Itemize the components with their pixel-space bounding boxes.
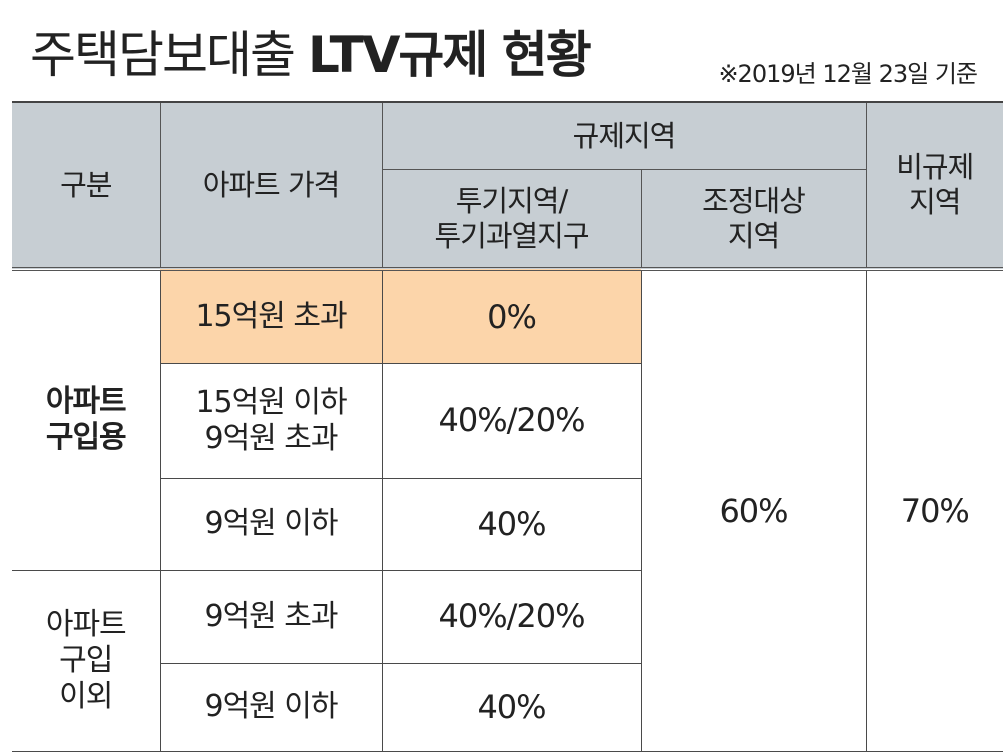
header-category: 구분 <box>12 101 161 271</box>
ltv-speculative-cell: 40%/20% <box>381 569 642 664</box>
header-adjusted-area: 조정대상 지역 <box>640 169 867 271</box>
ltv-speculative-cell: 40% <box>381 477 642 571</box>
table-row: 아파트 구입 이외 9억원 초과 40%/20% <box>12 569 1003 752</box>
price-cell: 15억원 이하 9억원 초과 <box>159 362 383 479</box>
price-cell: 9억원 이하 <box>159 477 383 571</box>
ltv-regulation-table: 구분 아파트 가격 규제지역 비규제 지역 투기지역/ 투기과열지구 조정대상 … <box>12 101 1003 752</box>
header-price: 아파트 가격 <box>159 101 383 271</box>
header-speculative-area: 투기지역/ 투기과열지구 <box>381 169 642 271</box>
table-row: 아파트 구입용 15억원 초과 0% 60% 70% <box>12 268 1003 752</box>
price-cell: 9억원 이하 <box>159 662 383 752</box>
ltv-adjusted-cell: 60% <box>640 268 867 752</box>
price-cell: 15억원 초과 <box>159 268 383 364</box>
ltv-speculative-cell: 0% <box>381 268 642 364</box>
table-row: 9억원 이하 40% <box>12 477 1003 571</box>
page-title: 주택담보대출 LTV규제 현황 <box>30 20 592 90</box>
title-emphasis: LTV규제 현황 <box>308 26 592 84</box>
category-purchase: 아파트 구입용 <box>12 268 161 571</box>
ltv-speculative-cell: 40%/20% <box>381 362 642 479</box>
ltv-speculative-cell: 40% <box>381 662 642 752</box>
title-main: 주택담보대출 <box>30 26 296 84</box>
header-non-regulated: 비규제 지역 <box>865 101 1003 271</box>
price-cell: 9억원 초과 <box>159 569 383 664</box>
header-regulated-area: 규제지역 <box>381 101 867 170</box>
category-non-purchase: 아파트 구입 이외 <box>12 569 161 752</box>
table-row: 9억원 이하 40% <box>12 662 1003 752</box>
ltv-non-regulated-cell: 70% <box>865 268 1003 752</box>
as-of-date: ※2019년 12월 23일 기준 <box>718 60 978 88</box>
